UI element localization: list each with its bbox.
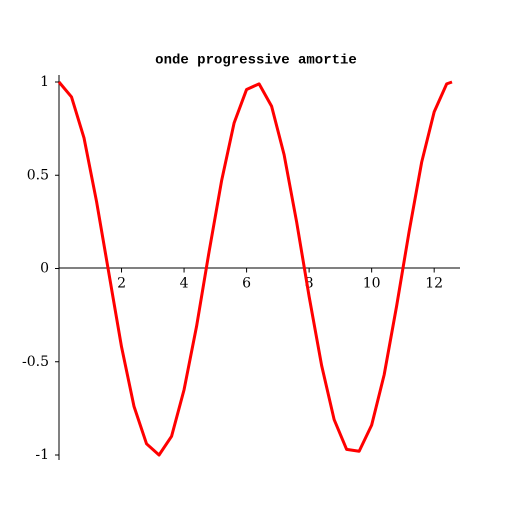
x-tick-label: 4 [180, 276, 189, 292]
y-tick-label: -1 [35, 447, 49, 463]
y-tick-label: 1 [40, 74, 49, 90]
x-tick-label: 12 [425, 276, 443, 292]
chart-title: onde progressive amortie [155, 53, 357, 69]
y-tick-label: 0 [40, 261, 49, 277]
x-tick-label: 8 [305, 276, 314, 292]
y-tick-label: 0.5 [27, 167, 49, 183]
y-tick-label: -0.5 [22, 354, 49, 370]
x-tick-label: 6 [242, 276, 251, 292]
x-tick-label: 2 [117, 276, 126, 292]
x-tick-label: 10 [363, 276, 381, 292]
data-line [57, 80, 453, 457]
